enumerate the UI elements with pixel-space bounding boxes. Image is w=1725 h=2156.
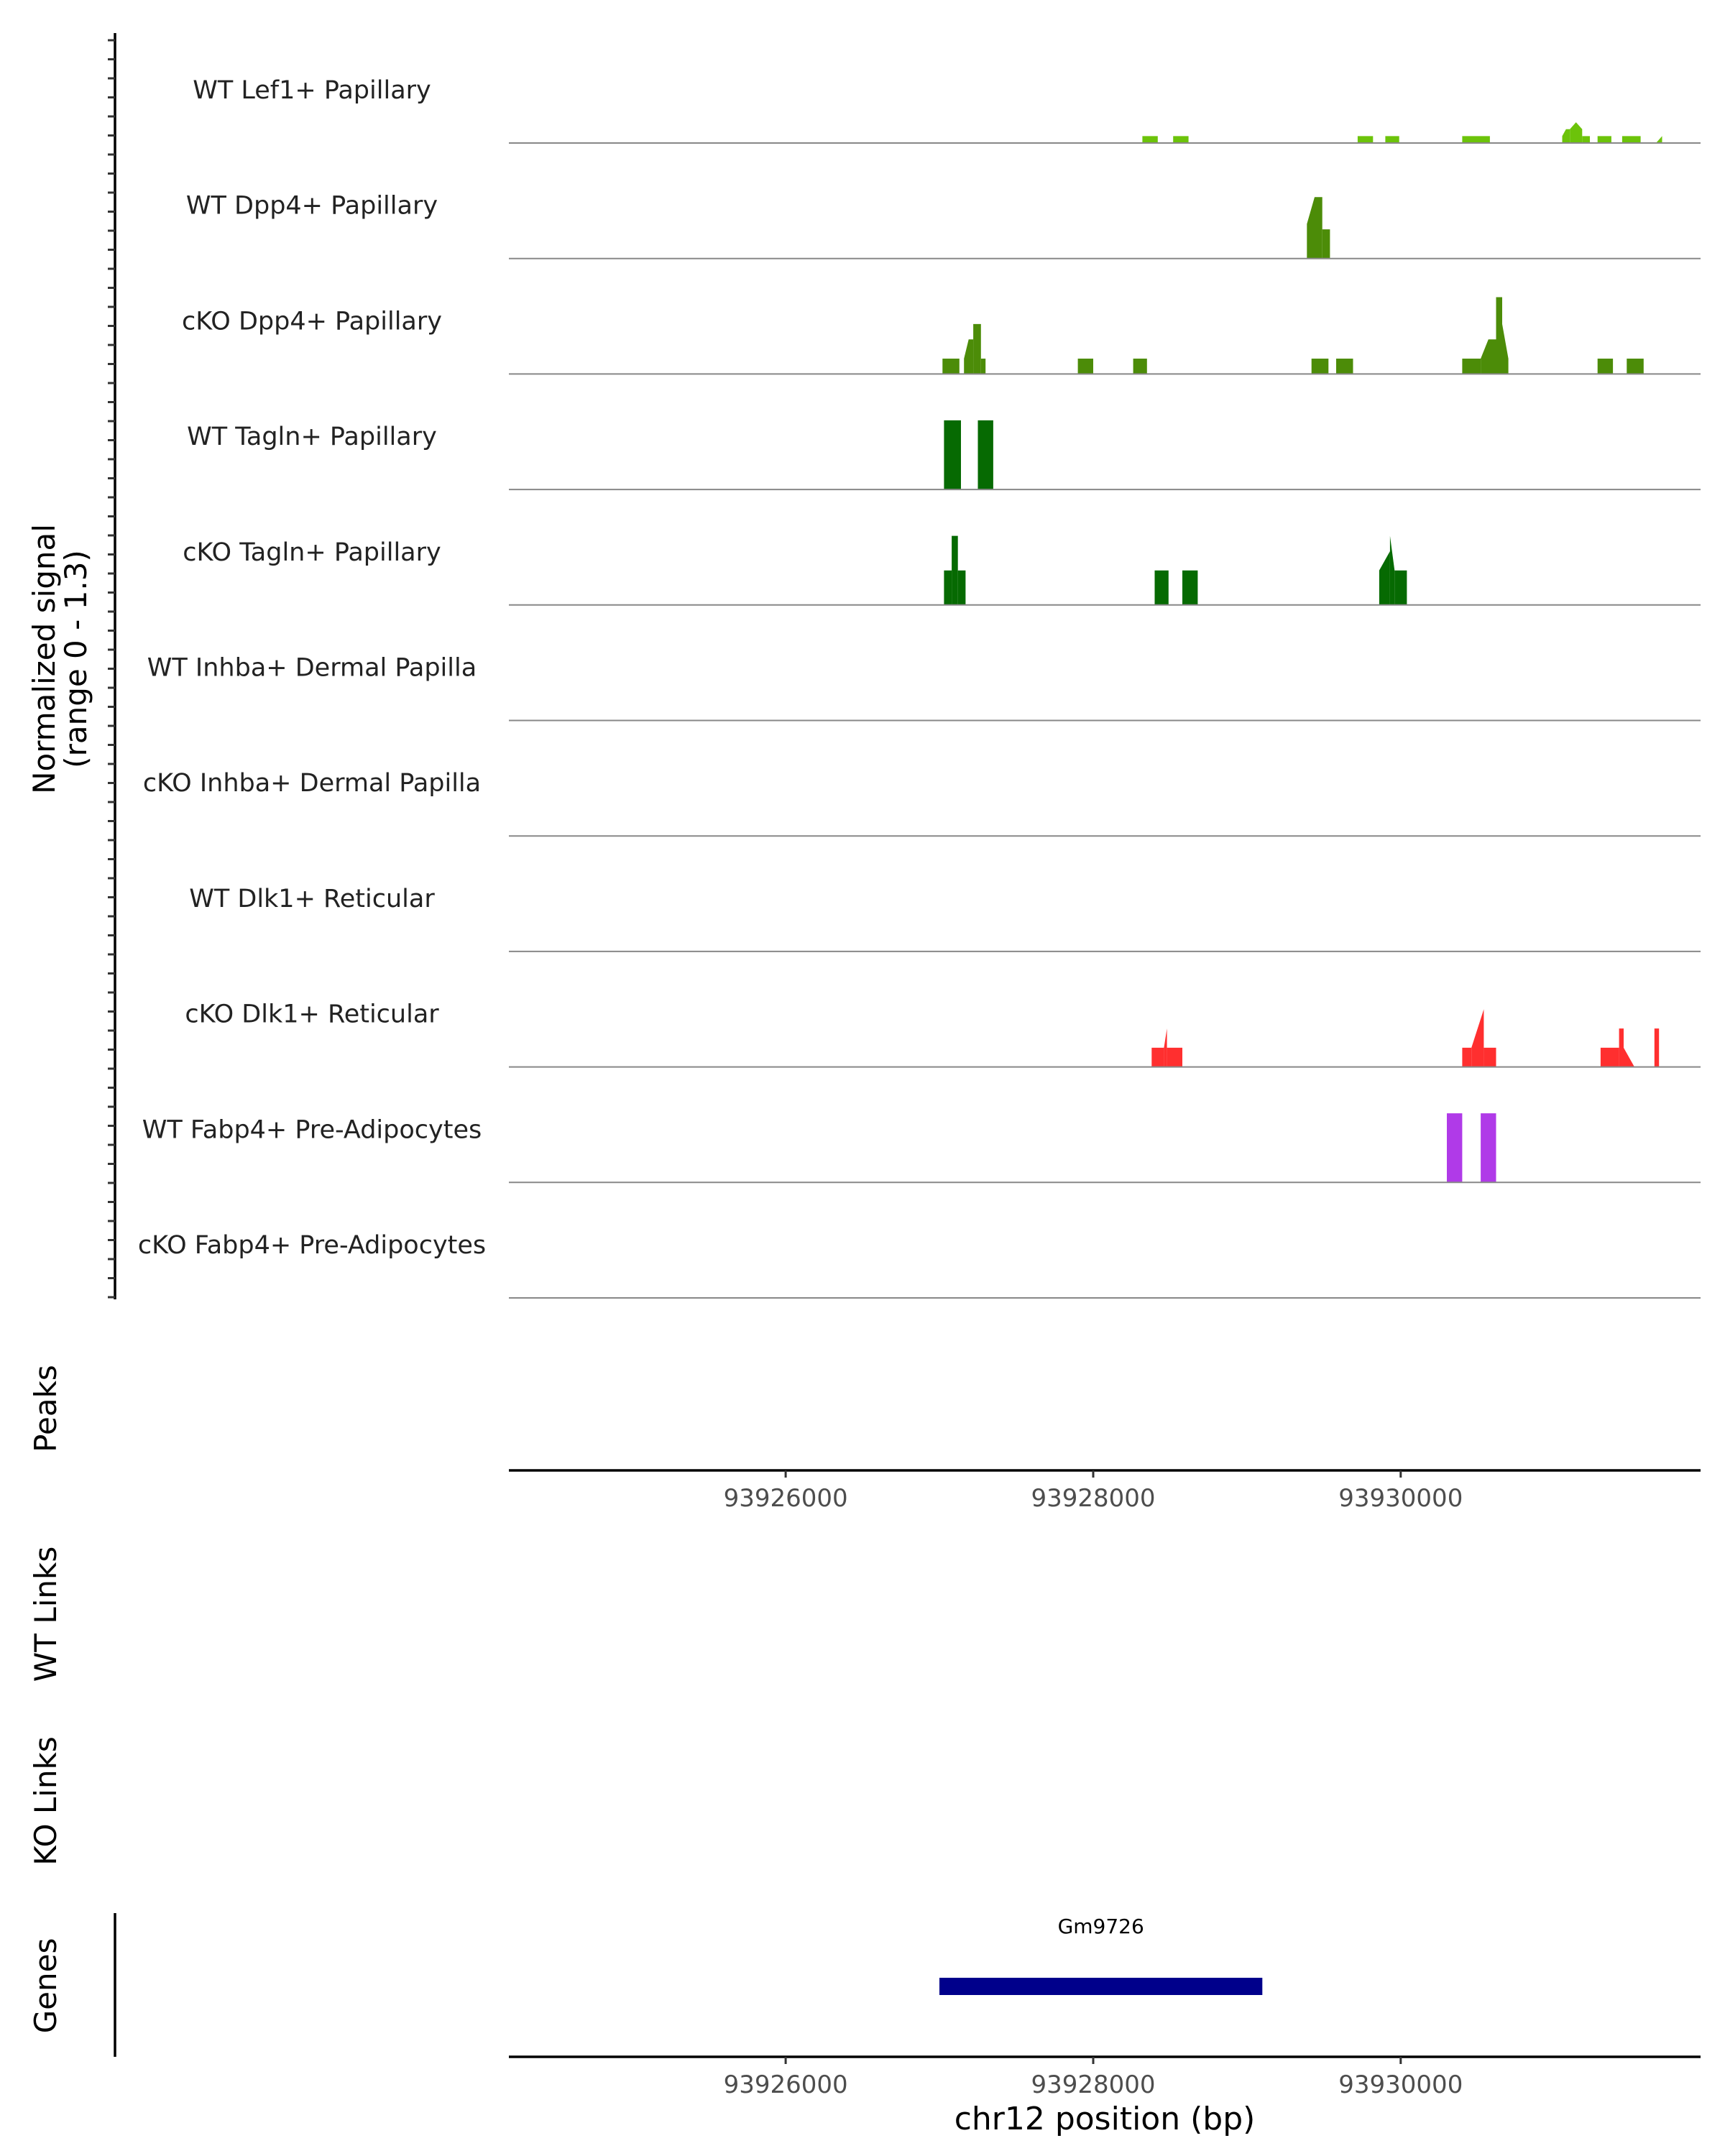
coverage-peak — [1322, 229, 1330, 259]
x-axis-tick-label: 93928000 — [1031, 2070, 1155, 2099]
coverage-peak — [1133, 359, 1147, 374]
coverage-track: cKO Tagln+ Papillary — [183, 535, 1701, 606]
coverage-peak — [1311, 359, 1329, 374]
x-axis-tick-label: 93930000 — [1338, 2070, 1463, 2099]
y-axis-range-label: (range 0 - 1.3) — [58, 550, 93, 768]
coverage-peak — [1164, 1028, 1167, 1067]
coverage-peak — [1600, 1047, 1619, 1067]
coverage-peak — [1582, 136, 1590, 143]
wt-links-track-label: WT Links — [28, 1547, 63, 1682]
track-label: WT Fabp4+ Pre-Adipocytes — [142, 1115, 482, 1144]
coverage-peak — [1389, 535, 1395, 605]
coverage-peak — [944, 420, 961, 490]
coverage-peak — [1357, 136, 1374, 143]
peaks-x-axis-ticks: 93926000 93928000 93930000 — [724, 1470, 1463, 1513]
coverage-peak — [1167, 1047, 1182, 1067]
coverage-peak — [1151, 1047, 1164, 1067]
coverage-peak — [1154, 570, 1169, 605]
y-axis-label: Normalized signal — [27, 524, 62, 794]
coverage-peak — [1562, 129, 1570, 143]
coverage-peak — [1622, 136, 1641, 143]
gene-body — [939, 1978, 1263, 1995]
gene-annotations: Gm9726 — [939, 1915, 1263, 1995]
coverage-peak — [1077, 359, 1093, 374]
coverage-peak — [1619, 1028, 1624, 1067]
coverage-peak — [942, 359, 960, 374]
coverage-y-axis-ticks — [108, 39, 115, 1299]
coverage-peak — [1385, 136, 1399, 143]
coverage-peak — [980, 359, 986, 374]
x-axis-tick-label: 93926000 — [724, 1484, 848, 1513]
coverage-peak — [1379, 551, 1390, 605]
coverage-peak — [1481, 339, 1496, 374]
peaks-track-label: Peaks — [28, 1365, 63, 1452]
x-axis-tick-label: 93928000 — [1031, 1484, 1155, 1513]
coverage-peak — [1627, 359, 1644, 374]
coverage-track: cKO Inhba+ Dermal Papilla — [143, 769, 1701, 837]
x-axis-tick-label: 93930000 — [1338, 1484, 1463, 1513]
coverage-track: WT Lef1+ Papillary — [193, 76, 1701, 144]
ko-links-track-label: KO Links — [28, 1736, 63, 1866]
coverage-peak — [952, 535, 958, 605]
coverage-peak — [1462, 136, 1490, 143]
coverage-peak — [1462, 1047, 1472, 1067]
coverage-peak — [1597, 136, 1611, 143]
x-axis-tick-label: 93926000 — [724, 2070, 848, 2099]
coverage-peak — [1496, 297, 1502, 374]
coverage-track: WT Dpp4+ Papillary — [186, 192, 1701, 259]
coverage-peak — [944, 570, 952, 605]
coverage-peak — [1142, 136, 1158, 143]
coverage-peak — [1570, 122, 1583, 143]
coverage-peak — [1484, 1047, 1496, 1067]
x-axis-label: chr12 position (bp) — [954, 2101, 1256, 2137]
coverage-tracks: WT Lef1+ Papillary WT Dpp4+ Papillary cKO … — [138, 76, 1701, 1299]
coverage-track: WT Dlk1+ Reticular — [189, 885, 1701, 952]
track-label: cKO Dpp4+ Papillary — [182, 307, 442, 336]
track-label: WT Tagln+ Papillary — [187, 423, 437, 451]
track-label: cKO Tagln+ Papillary — [183, 538, 441, 567]
coverage-peak — [1654, 1028, 1660, 1067]
coverage-track: WT Tagln+ Papillary — [187, 420, 1701, 491]
gene-name-label: Gm9726 — [1058, 1915, 1144, 1938]
track-label: cKO Dlk1+ Reticular — [185, 1000, 439, 1029]
coverage-peak — [957, 570, 966, 605]
coverage-peak — [1462, 359, 1481, 374]
coverage-peak — [978, 420, 993, 490]
coverage-peak — [1173, 136, 1189, 143]
track-label: cKO Fabp4+ Pre-Adipocytes — [138, 1231, 486, 1260]
coverage-peak — [1597, 359, 1614, 374]
coverage-peak — [964, 339, 974, 374]
coverage-peak — [1307, 197, 1315, 259]
coverage-peak — [1656, 136, 1662, 143]
track-label: WT Dlk1+ Reticular — [189, 885, 435, 913]
coverage-peak — [1447, 1113, 1463, 1183]
track-label: WT Dpp4+ Papillary — [186, 192, 438, 221]
coverage-track: cKO Dpp4+ Papillary — [182, 297, 1701, 375]
genes-track-label: Genes — [28, 1938, 63, 2034]
coverage-peak — [1624, 1047, 1634, 1067]
coverage-peak — [1182, 570, 1198, 605]
track-label: WT Inhba+ Dermal Papilla — [147, 654, 477, 683]
coverage-peak — [1315, 197, 1322, 259]
coverage-peak — [1481, 1113, 1496, 1183]
coverage-track: cKO Fabp4+ Pre-Adipocytes — [138, 1231, 1701, 1299]
coverage-track: WT Inhba+ Dermal Papilla — [147, 654, 1701, 722]
coverage-track: WT Fabp4+ Pre-Adipocytes — [142, 1113, 1701, 1184]
coverage-peak — [1471, 1009, 1484, 1067]
track-label: WT Lef1+ Papillary — [193, 76, 431, 105]
genes-x-axis-ticks: 93926000 93928000 93930000 — [724, 2057, 1463, 2099]
coverage-peak — [973, 323, 981, 374]
coverage-peak — [1394, 570, 1407, 605]
coverage-peak — [1502, 323, 1509, 374]
coverage-peak — [1336, 359, 1353, 374]
coverage-track: cKO Dlk1+ Reticular — [185, 1000, 1701, 1068]
track-label: cKO Inhba+ Dermal Papilla — [143, 769, 481, 798]
